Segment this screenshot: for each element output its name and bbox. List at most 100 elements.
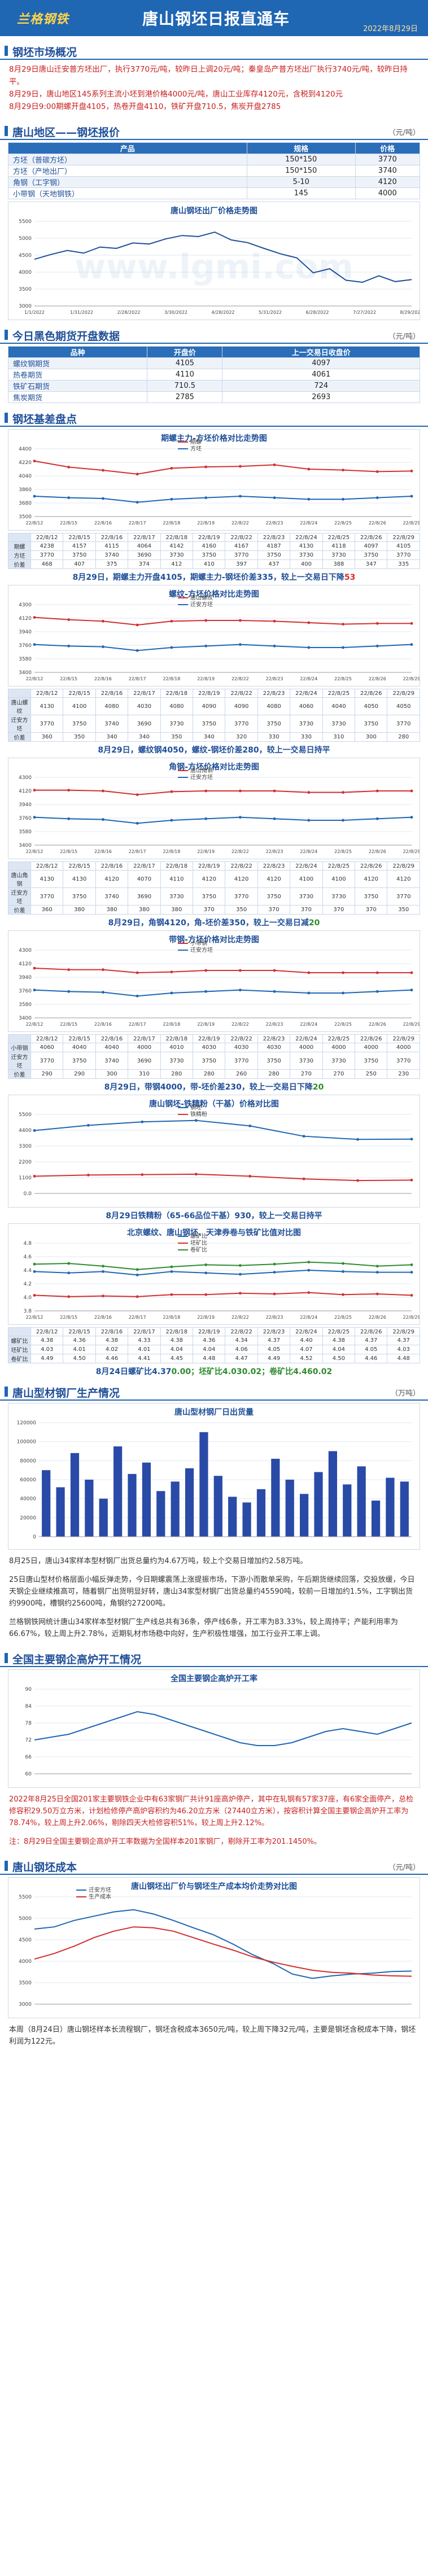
cell: 330 <box>290 732 323 742</box>
cell: 4000 <box>322 1043 356 1052</box>
data-point <box>102 818 104 821</box>
basis-data-table: 22/8/12 22/8/15 22/8/16 22/8/17 22/8/18 22/8/… <box>8 861 420 915</box>
row-label: 唐山角钢 <box>8 870 31 888</box>
cell: 4120 <box>95 870 129 888</box>
cell: 270 <box>290 1069 323 1079</box>
bar <box>343 1484 352 1537</box>
cell: 4120 <box>355 176 421 188</box>
data-point <box>273 1292 276 1296</box>
y-tick-label: 3580 <box>19 829 32 835</box>
series-line <box>34 495 412 503</box>
cell: 3770 <box>387 715 420 733</box>
x-tick-label: 22/8/12 <box>26 1315 43 1320</box>
cell: 4000 <box>128 1043 161 1052</box>
data-point <box>33 616 36 619</box>
basis-chart: 角钢-方坯价格对比走势图 4300 4120 3940 3760 3580 3400 唐山角钢… <box>8 758 420 859</box>
cell: 4000 <box>290 1043 323 1052</box>
cell: 4.04 <box>322 1345 356 1354</box>
x-tick-label: 22/8/19 <box>197 521 215 526</box>
data-point <box>204 789 208 793</box>
cell: 22/8/29 <box>387 1034 420 1043</box>
cell: 4.47 <box>225 1354 258 1363</box>
paragraph: 兰格钢铁网统计唐山34家样本型材钢厂生产线总共有36条，停产线6条，开工率为83… <box>9 1618 398 1638</box>
section-header: 今日黑色期货开盘数据 （元/吨） <box>0 325 428 344</box>
x-tick-label: 8/29/2022 <box>400 310 420 315</box>
col-header: 开盘价 <box>147 346 223 358</box>
cell: 4061 <box>222 369 420 381</box>
cell: 4.34 <box>225 1336 258 1345</box>
cell: 3750 <box>355 1052 388 1070</box>
data-point <box>238 1264 242 1267</box>
legend-label: 坯矿比 <box>190 1239 207 1247</box>
cell: 270 <box>322 1069 356 1079</box>
series-line <box>34 816 412 824</box>
cell: 22/8/24 <box>290 1327 323 1336</box>
chart-title: 唐山钢坯出厂价格走势图 <box>171 206 257 216</box>
cell: 22/8/12 <box>30 533 64 542</box>
basis-caption: 8月29日，带钢4000，带-坯价差230，较上一交易日下降20 <box>8 1081 420 1092</box>
data-point <box>238 816 242 819</box>
row-label: 螺矿比 <box>8 1336 31 1345</box>
data-point <box>170 619 173 623</box>
bar <box>386 1477 395 1537</box>
data-point <box>238 1292 242 1295</box>
data-point <box>67 968 71 972</box>
cell: 3730 <box>322 715 356 733</box>
cell: 4030 <box>128 697 161 715</box>
data-point <box>342 623 344 626</box>
chart-title: 唐山钢坯出厂价与钢坯生产成本均价走势对比图 <box>131 1882 297 1891</box>
paragraph: 2022年8月25日全国201家主要钢铁企业中有63家钢厂共计91座高炉停产，其… <box>9 1795 414 1827</box>
x-tick-label: 22/8/22 <box>232 521 249 526</box>
cell: 310 <box>322 732 356 742</box>
data-point <box>204 465 208 469</box>
data-point <box>375 470 379 473</box>
caption-text: 0.00；坯矿比4.03 <box>171 1367 242 1376</box>
table-row: 22/8/12 22/8/15 22/8/16 22/8/17 22/8/18 22/8/… <box>8 861 420 871</box>
y-tick-label: 5000 <box>19 1916 32 1922</box>
cell: 407 <box>63 559 96 569</box>
cell: 4.04 <box>160 1345 194 1354</box>
bar <box>70 1453 80 1537</box>
section-header: 钢坯基差盘点 <box>0 408 428 427</box>
paragraph-note: 注：8月29日全国主要钢企高炉开工率数据为全国样本201家钢厂，剔除开工率为20… <box>9 1838 322 1846</box>
y-tick-label: 4.8 <box>24 1241 32 1247</box>
cell: 铁矿石期货 <box>7 380 148 392</box>
cell: 22/8/16 <box>95 689 129 698</box>
cell: 3750 <box>193 887 226 906</box>
data-point <box>273 619 276 623</box>
cell: 370 <box>355 905 388 915</box>
bar <box>171 1481 180 1537</box>
cell: 4100 <box>63 697 96 715</box>
data-point <box>102 1270 104 1273</box>
cell: 4.52 <box>290 1354 323 1363</box>
chart-svg: 北京螺纹、唐山钢坯、天津券卷与铁矿比值对比图 4.8 4.6 4.4 4.2 4.0 3.8… <box>24 1228 420 1320</box>
cell: 角钢（工字钢） <box>8 176 247 188</box>
cell: 4080 <box>95 697 129 715</box>
cell: 150*150 <box>246 154 356 165</box>
cell: 方坯（普碳方坯） <box>8 154 247 165</box>
legend-label: 唐山角钢 <box>190 767 213 774</box>
cell: 3770 <box>387 887 420 906</box>
x-tick-label: 22/8/23 <box>266 1315 283 1320</box>
data-point <box>170 467 173 470</box>
table-row: 价差 360 380 380 380 380 370 350 370 370 370 370 350 <box>8 905 420 915</box>
cell: 3730 <box>160 550 194 560</box>
y-tick-label: 4300 <box>19 775 32 781</box>
cell: 22/8/23 <box>257 861 291 871</box>
cell: 300 <box>95 1069 129 1079</box>
data-point <box>410 1263 413 1266</box>
cell: 3750 <box>63 887 96 906</box>
x-tick-label: 22/8/15 <box>60 521 77 526</box>
data-point <box>33 643 36 646</box>
y-tick-label: 60000 <box>20 1477 36 1483</box>
section-header: 唐山型材钢厂生产情况 （万吨） <box>0 1381 428 1401</box>
data-point <box>238 465 242 468</box>
data-point <box>273 969 276 972</box>
y-tick-label: 3940 <box>19 975 32 981</box>
data-point <box>170 991 173 995</box>
basis-data-table: 22/8/12 22/8/15 22/8/16 22/8/17 22/8/18 22/8/… <box>8 689 420 742</box>
y-tick-label: 3580 <box>19 657 32 662</box>
y-tick-label: 4.6 <box>24 1254 32 1260</box>
data-point <box>238 1272 242 1276</box>
table-row: 小带钢 4060 4040 4040 4000 4010 4030 4030 4030 4000 4… <box>8 1043 420 1052</box>
